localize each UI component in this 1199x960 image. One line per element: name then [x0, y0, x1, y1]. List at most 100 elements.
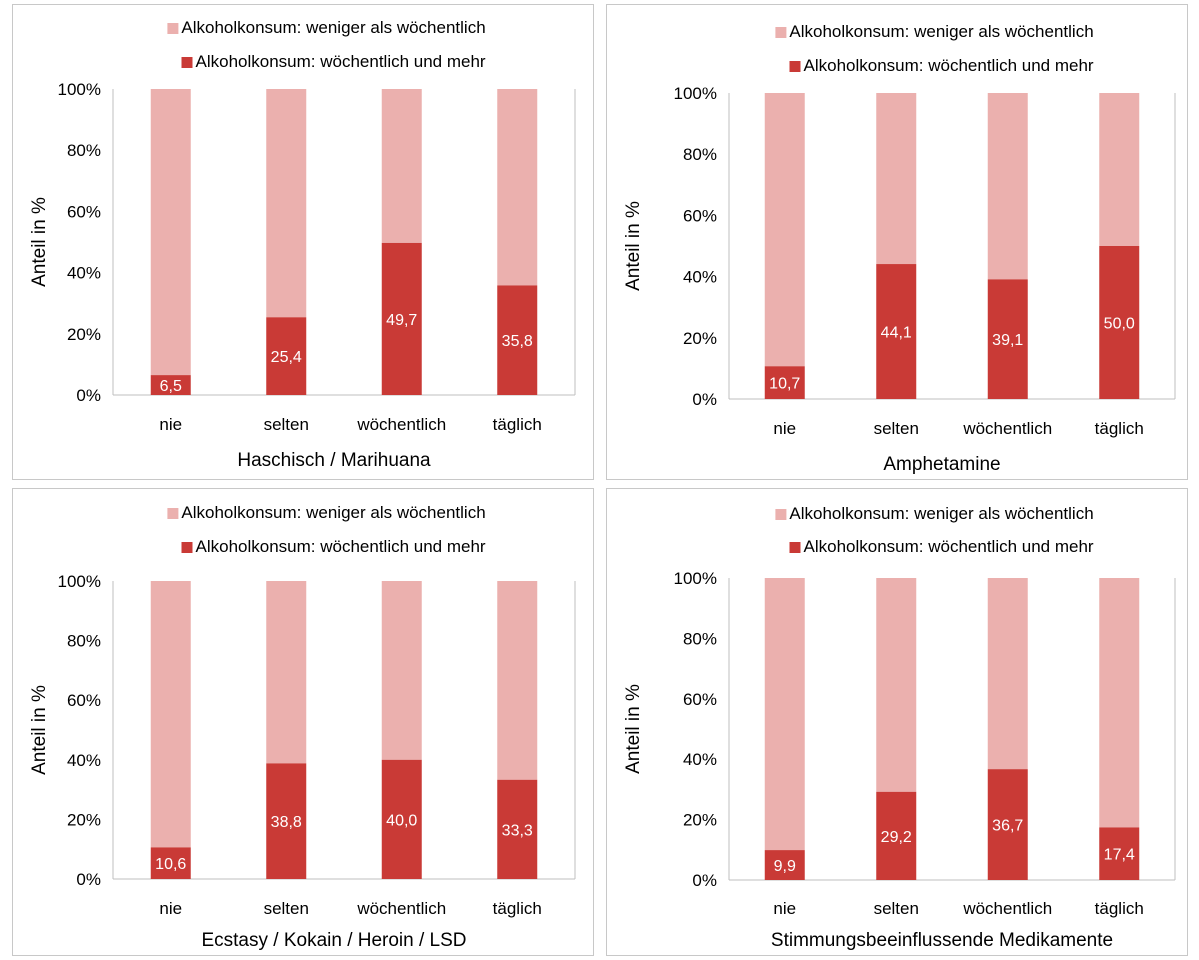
legend-swatch-1	[789, 61, 801, 72]
bar-segment-weniger	[497, 581, 538, 780]
data-label: 49,7	[386, 312, 417, 329]
x-axis-title: Ecstasy / Kokain / Heroin / LSD	[201, 930, 466, 951]
y-tick-label: 20%	[683, 811, 717, 830]
y-axis-title: Anteil in %	[29, 197, 50, 287]
x-tick-label: nie	[773, 899, 796, 918]
legend-item-1: Alkoholkonsum: wöchentlich und mehr	[789, 56, 1094, 75]
bar-segment-weniger	[150, 581, 191, 848]
bar-segment-weniger	[381, 89, 422, 243]
legend-item-1: Alkoholkonsum: wöchentlich und mehr	[181, 537, 486, 556]
x-tick-label: täglich	[1095, 899, 1144, 918]
legend-label-0: Alkoholkonsum: weniger als wöchentlich	[789, 22, 1093, 41]
y-tick-label: 100%	[674, 569, 717, 588]
y-tick-label: 40%	[67, 264, 101, 283]
legend-label-1: Alkoholkonsum: wöchentlich und mehr	[804, 56, 1094, 75]
data-label: 9,9	[774, 858, 796, 875]
legend-label-1: Alkoholkonsum: wöchentlich und mehr	[804, 537, 1094, 556]
bar-segment-woechentlich	[1099, 246, 1140, 399]
y-axis-title: Anteil in %	[623, 684, 644, 774]
bar-segment-woechentlich	[150, 375, 191, 395]
data-label: 40,0	[386, 812, 417, 829]
data-label: 35,8	[502, 333, 533, 350]
y-tick-label: 80%	[683, 629, 717, 648]
y-tick-label: 0%	[692, 871, 717, 890]
data-label: 36,7	[992, 818, 1023, 835]
bar-segment-woechentlich	[876, 791, 917, 880]
legend-label-1: Alkoholkonsum: wöchentlich und mehr	[196, 537, 486, 556]
data-label: 10,6	[155, 856, 186, 873]
data-label: 6,5	[160, 378, 182, 395]
x-tick-label: wöchentlich	[962, 899, 1052, 918]
bar-segment-weniger	[381, 581, 422, 760]
y-tick-label: 80%	[67, 141, 101, 160]
bar-segment-weniger	[764, 93, 805, 367]
data-label: 25,4	[271, 349, 302, 366]
legend-swatch-0	[775, 509, 787, 520]
data-label: 29,2	[881, 829, 912, 846]
y-tick-label: 0%	[76, 870, 101, 889]
bar-segment-woechentlich	[1099, 827, 1140, 880]
y-tick-label: 80%	[683, 145, 717, 164]
x-tick-label: wöchentlich	[356, 415, 446, 434]
y-tick-label: 20%	[67, 325, 101, 344]
data-label: 10,7	[769, 376, 800, 393]
x-tick-label: täglich	[493, 415, 542, 434]
bar-segment-weniger	[987, 578, 1028, 770]
bar-segment-weniger	[150, 89, 191, 376]
legend-label-0: Alkoholkonsum: weniger als wöchentlich	[789, 504, 1093, 523]
x-axis-title: Stimmungsbeeinflussende Medikamente	[771, 930, 1113, 951]
x-tick-label: täglich	[493, 899, 542, 918]
y-tick-label: 60%	[683, 690, 717, 709]
bar-segment-woechentlich	[876, 264, 917, 399]
y-tick-label: 40%	[683, 750, 717, 769]
bar-segment-woechentlich	[764, 850, 805, 880]
legend-swatch-1	[181, 57, 193, 68]
data-label: 38,8	[271, 814, 302, 831]
y-tick-label: 60%	[683, 206, 717, 225]
x-tick-label: selten	[874, 899, 919, 918]
bar-segment-woechentlich	[987, 279, 1028, 399]
legend-label-0: Alkoholkonsum: weniger als wöchentlich	[181, 503, 485, 522]
legend-swatch-0	[167, 23, 179, 34]
chart-panel-amphetamine: Alkoholkonsum: weniger als wöchentlich Al…	[606, 4, 1188, 480]
x-tick-label: nie	[159, 415, 182, 434]
chart-panel-ecstasy: Alkoholkonsum: weniger als wöchentlich Al…	[12, 488, 594, 956]
legend-label-0: Alkoholkonsum: weniger als wöchentlich	[181, 18, 485, 37]
y-tick-label: 100%	[58, 572, 101, 591]
chart-svg: Alkoholkonsum: weniger als wöchentlich Al…	[29, 503, 576, 951]
y-tick-label: 40%	[67, 751, 101, 770]
x-tick-label: wöchentlich	[356, 899, 446, 918]
bar-segment-weniger	[876, 578, 917, 792]
bar-segment-woechentlich	[497, 285, 538, 395]
legend-item-0: Alkoholkonsum: weniger als wöchentlich	[167, 18, 486, 37]
bar-segment-weniger	[497, 89, 538, 286]
legend-swatch-0	[775, 27, 787, 38]
x-tick-label: selten	[264, 899, 309, 918]
y-tick-label: 60%	[67, 202, 101, 221]
legend-item-0: Alkoholkonsum: weniger als wöchentlich	[775, 22, 1094, 41]
legend-item-1: Alkoholkonsum: wöchentlich und mehr	[181, 52, 486, 71]
bar-segment-woechentlich	[764, 366, 805, 399]
bar-segment-weniger	[987, 93, 1028, 280]
legend-item-0: Alkoholkonsum: weniger als wöchentlich	[775, 504, 1094, 523]
data-label: 33,3	[502, 822, 533, 839]
legend-swatch-0	[167, 508, 179, 519]
legend-swatch-1	[789, 542, 801, 553]
bar-segment-woechentlich	[987, 769, 1028, 880]
y-tick-label: 20%	[67, 810, 101, 829]
chart-panel-medikamente: Alkoholkonsum: weniger als wöchentlich Al…	[606, 488, 1188, 956]
bar-segment-weniger	[1099, 578, 1140, 828]
x-tick-label: nie	[773, 419, 796, 438]
legend-label-1: Alkoholkonsum: wöchentlich und mehr	[196, 52, 486, 71]
y-tick-label: 100%	[58, 80, 101, 99]
data-label: 17,4	[1104, 847, 1135, 864]
y-tick-label: 100%	[674, 84, 717, 103]
bar-segment-woechentlich	[266, 763, 307, 879]
legend-item-1: Alkoholkonsum: wöchentlich und mehr	[789, 537, 1094, 556]
bar-segment-weniger	[266, 581, 307, 764]
y-tick-label: 0%	[692, 390, 717, 409]
x-tick-label: selten	[874, 419, 919, 438]
bar-segment-weniger	[1099, 93, 1140, 246]
chart-panel-haschisch: Alkoholkonsum: weniger als wöchentlich Al…	[12, 4, 594, 480]
data-label: 39,1	[992, 332, 1023, 349]
